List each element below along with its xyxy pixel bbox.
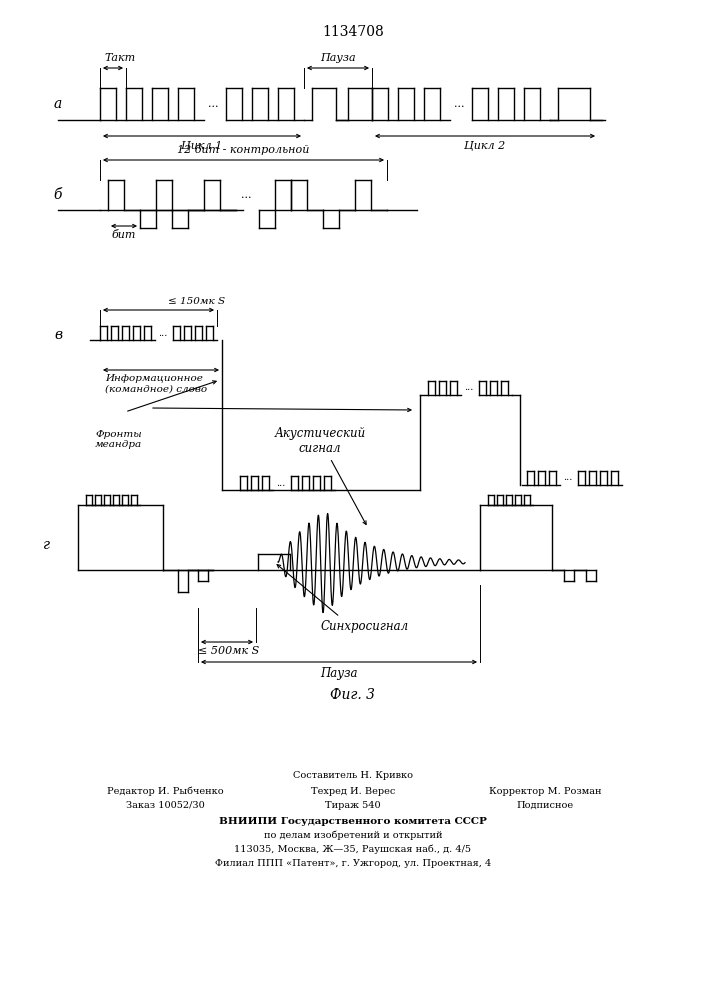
Text: Заказ 10052/30: Заказ 10052/30	[126, 800, 204, 810]
Text: Информационное
(командное) слово: Информационное (командное) слово	[105, 374, 207, 393]
Text: ...: ...	[241, 190, 252, 200]
Text: Филиал ППП «Патент», г. Ужгород, ул. Проектная, 4: Филиал ППП «Патент», г. Ужгород, ул. Про…	[215, 858, 491, 867]
Text: Составитель Н. Кривко: Составитель Н. Кривко	[293, 770, 413, 780]
Text: Акустический
сигнал: Акустический сигнал	[274, 427, 366, 455]
Text: б: б	[54, 188, 62, 202]
Text: Синхросигнал: Синхросигнал	[321, 620, 409, 633]
Text: а: а	[54, 97, 62, 111]
Text: ≤ 500мк S: ≤ 500мк S	[198, 646, 259, 656]
Text: Подписное: Подписное	[516, 800, 573, 810]
Text: ВНИИПИ Государственного комитета СССР: ВНИИПИ Государственного комитета СССР	[219, 816, 487, 826]
Text: ...: ...	[454, 99, 464, 109]
Text: Такт: Такт	[105, 53, 136, 63]
Text: Фронты
меандра: Фронты меандра	[95, 430, 142, 449]
Text: ...: ...	[563, 474, 573, 483]
Text: Фиг. 3: Фиг. 3	[330, 688, 375, 702]
Text: ≤ 150мк S: ≤ 150мк S	[168, 297, 226, 306]
Text: Цикл 2: Цикл 2	[464, 141, 506, 151]
Text: Техред И. Верес: Техред И. Верес	[311, 786, 395, 796]
Text: бит: бит	[112, 230, 136, 240]
Text: Пауза: Пауза	[320, 53, 356, 63]
Text: ...: ...	[158, 328, 168, 338]
Text: ...: ...	[276, 479, 286, 488]
Text: по делам изобретений и открытий: по делам изобретений и открытий	[264, 830, 443, 840]
Text: Корректор М. Розман: Корректор М. Розман	[489, 786, 601, 796]
Text: ...: ...	[208, 99, 218, 109]
Text: Пауза: Пауза	[320, 667, 358, 680]
Text: 113035, Москва, Ж—35, Раушская наб., д. 4/5: 113035, Москва, Ж—35, Раушская наб., д. …	[235, 844, 472, 854]
Text: ...: ...	[464, 383, 474, 392]
Text: Тираж 540: Тираж 540	[325, 800, 381, 810]
Text: 1134708: 1134708	[322, 25, 384, 39]
Text: 12 бит - контрольной: 12 бит - контрольной	[177, 144, 310, 155]
Text: Редактор И. Рыбченко: Редактор И. Рыбченко	[107, 786, 223, 796]
Text: г: г	[42, 538, 49, 552]
Text: Цикл 1: Цикл 1	[182, 141, 223, 151]
Text: в: в	[54, 328, 62, 342]
